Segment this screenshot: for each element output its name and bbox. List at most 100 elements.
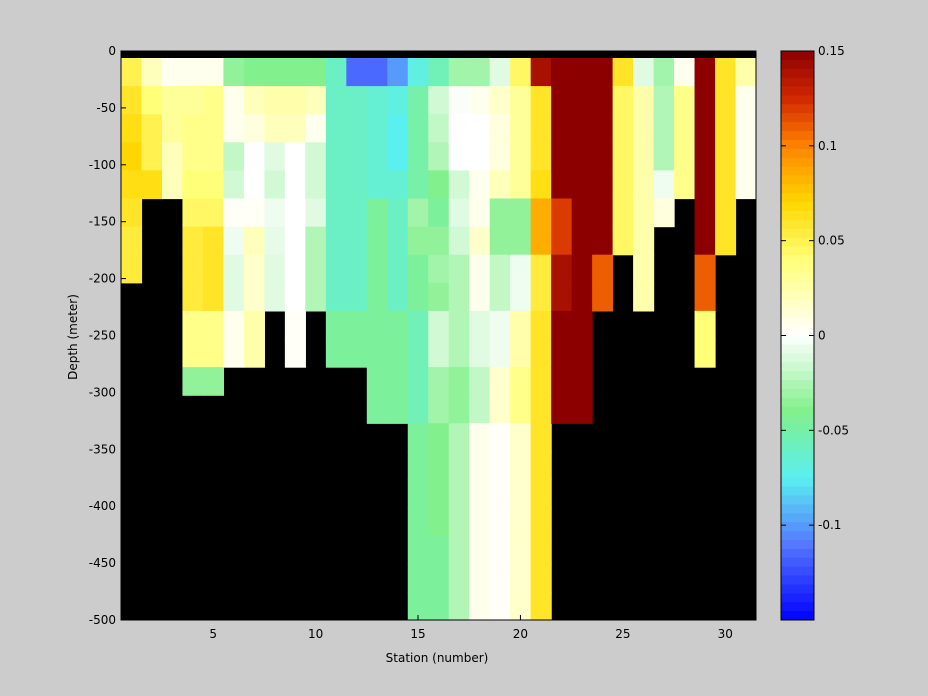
heatmap-cell xyxy=(571,367,593,396)
heatmap-cell xyxy=(448,310,470,340)
heatmap-cell xyxy=(407,563,429,593)
heatmap-cell xyxy=(284,198,306,228)
heatmap-cell xyxy=(469,451,491,481)
heatmap-cell xyxy=(366,310,388,340)
heatmap-cell xyxy=(448,423,470,452)
heatmap-cell xyxy=(161,114,184,143)
colorbar-step xyxy=(781,282,814,292)
heatmap-cell xyxy=(551,395,573,424)
heatmap-cell xyxy=(592,198,614,228)
heatmap-cell xyxy=(325,282,347,312)
colorbar-step xyxy=(781,575,814,585)
heatmap-cell xyxy=(489,198,511,228)
heatmap-cell xyxy=(366,114,388,143)
heatmap-cell xyxy=(653,142,675,171)
heatmap-cell xyxy=(653,114,675,143)
colorbar-step xyxy=(781,344,814,354)
heatmap-cell xyxy=(694,58,716,87)
heatmap-cell xyxy=(633,58,655,87)
colorbar-step xyxy=(781,264,814,274)
heatmap-cell xyxy=(366,282,388,312)
heatmap-cell xyxy=(121,114,143,143)
y-tick-label: -100 xyxy=(89,158,116,172)
colorbar-step xyxy=(781,77,814,88)
heatmap-cell xyxy=(325,198,347,228)
heatmap-cell xyxy=(592,254,614,284)
colorbar-step xyxy=(781,477,814,488)
heatmap-cell xyxy=(469,479,491,509)
heatmap-cell xyxy=(489,170,511,200)
heatmap-cell xyxy=(141,58,163,87)
heatmap-cell xyxy=(346,282,368,312)
colorbar-step xyxy=(781,228,814,239)
heatmap-cell xyxy=(571,170,593,200)
heatmap-cell xyxy=(305,198,327,228)
heatmap-cell xyxy=(407,535,429,565)
heatmap-cell xyxy=(469,367,491,396)
heatmap-cell xyxy=(243,58,265,87)
colorbar-step xyxy=(781,335,814,345)
heatmap-cell xyxy=(264,226,286,256)
heatmap-cell xyxy=(571,142,593,171)
surface-band xyxy=(121,51,756,58)
heatmap-cell xyxy=(305,58,327,87)
heatmap-cell xyxy=(715,58,737,87)
heatmap-cell xyxy=(530,591,552,621)
heatmap-cell xyxy=(366,58,388,87)
heatmap-cell xyxy=(469,423,491,452)
heatmap-cell xyxy=(510,198,532,228)
heatmap-cell xyxy=(489,86,511,115)
heatmap-cell xyxy=(223,198,245,228)
heatmap-cell xyxy=(551,114,573,143)
heatmap-cell xyxy=(674,86,696,115)
heatmap-cell xyxy=(571,310,593,340)
heatmap-cell xyxy=(407,254,429,284)
heatmap-cell xyxy=(694,170,716,200)
heatmap-cell xyxy=(489,226,511,256)
heatmap-cell xyxy=(489,535,511,565)
heatmap-cell xyxy=(510,114,532,143)
heatmap-cell xyxy=(571,58,593,87)
heatmap-cell xyxy=(366,142,388,171)
heatmap-cell xyxy=(530,226,552,256)
heatmap-cell xyxy=(202,114,225,143)
heatmap-cell xyxy=(489,282,511,312)
heatmap-cell xyxy=(284,86,306,115)
heatmap-cell xyxy=(694,86,716,115)
heatmap-cell xyxy=(489,339,511,368)
heatmap-cell xyxy=(284,170,306,200)
heatmap-cell xyxy=(428,86,450,115)
heatmap-cell xyxy=(182,310,204,340)
heatmap-cell xyxy=(571,226,593,256)
heatmap-cell xyxy=(428,170,450,200)
heatmap-cell xyxy=(612,114,634,143)
colorbar-step xyxy=(781,451,814,461)
heatmap-cell xyxy=(510,451,532,481)
colorbar-step xyxy=(781,495,814,505)
heatmap-cell xyxy=(510,282,532,312)
axes: 5 10 15 20 25 30 0 -50 -100 -150 -200 -250 -300 -350 -… xyxy=(89,44,757,641)
heatmap-cell xyxy=(735,114,757,143)
heatmap-cell xyxy=(489,58,511,87)
colorbar-step xyxy=(781,95,814,105)
heatmap-cell xyxy=(694,142,716,171)
colorbar-step xyxy=(781,317,814,328)
heatmap-cell xyxy=(551,86,573,115)
heatmap-cell xyxy=(325,310,347,340)
heatmap-cell xyxy=(612,226,634,256)
heatmap-cell xyxy=(284,282,306,312)
heatmap-cell xyxy=(223,254,245,284)
heatmap-cell xyxy=(469,170,491,200)
heatmap-cell xyxy=(366,254,388,284)
heatmap-cell xyxy=(489,563,511,593)
heatmap-cell xyxy=(243,114,265,143)
heatmap-cell xyxy=(448,198,470,228)
heatmap-cell xyxy=(243,282,265,312)
heatmap-cell xyxy=(633,114,655,143)
heatmap-cell xyxy=(182,114,204,143)
heatmap-cell xyxy=(264,58,286,87)
heatmap-cell xyxy=(346,198,368,228)
heatmap-cell xyxy=(448,226,470,256)
heatmap-cell xyxy=(571,114,593,143)
heatmap-cell xyxy=(346,226,368,256)
